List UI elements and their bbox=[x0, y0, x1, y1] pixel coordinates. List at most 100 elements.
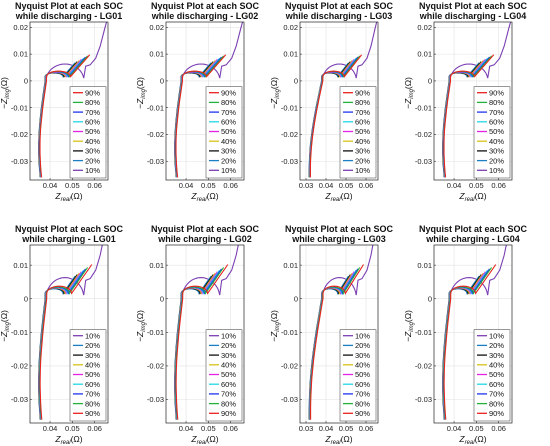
x-tick-label: 0.06 bbox=[359, 181, 374, 190]
x-tick-label: 0.04 bbox=[447, 424, 462, 433]
x-axis-label: Zreal(Ω) bbox=[324, 434, 352, 446]
legend: 90%80%70%60%50%40%30%20%10% bbox=[69, 86, 107, 179]
legend-label: 60% bbox=[221, 118, 236, 127]
series-group bbox=[38, 22, 108, 178]
legend: 10%20%30%40%50%60%70%80%90% bbox=[69, 329, 107, 422]
chart-subtitle: while charging - LG04 bbox=[425, 234, 520, 244]
y-tick-label: 0 bbox=[428, 77, 432, 86]
legend-box bbox=[473, 86, 511, 179]
legend-label: 50% bbox=[489, 370, 504, 379]
legend-label: 90% bbox=[85, 409, 100, 418]
chart-title: Nyquist Plot at each SOC bbox=[285, 224, 394, 234]
legend-label: 20% bbox=[355, 341, 370, 350]
legend-label: 60% bbox=[85, 380, 100, 389]
y-axis-label: −Zimg(Ω) bbox=[269, 77, 281, 109]
legend-label: 80% bbox=[355, 98, 370, 107]
y-tick-label: 0.01 bbox=[13, 50, 28, 59]
legend-label: 30% bbox=[355, 147, 370, 156]
chart-title: Nyquist Plot at each SOC bbox=[15, 224, 124, 234]
chart-panel-5: 0.04 0.05 0.06 0.01 0 -0.01 -0.02 -0.03 10%20%30… bbox=[0, 224, 124, 446]
legend-label: 10% bbox=[489, 166, 504, 175]
legend-label: 90% bbox=[221, 409, 236, 418]
legend-label: 40% bbox=[85, 137, 100, 146]
legend-label: 70% bbox=[221, 108, 236, 117]
legend-label: 10% bbox=[221, 331, 236, 340]
legend-label: 90% bbox=[85, 88, 100, 97]
x-tick-label: 0.05 bbox=[469, 424, 484, 433]
x-tick-label: 0.05 bbox=[201, 424, 216, 433]
axes-frame bbox=[29, 244, 109, 424]
x-tick-label: 0.06 bbox=[491, 424, 506, 433]
y-tick-label: 0.02 bbox=[417, 23, 432, 32]
x-tick-label: 0.04 bbox=[447, 181, 462, 190]
legend-label: 40% bbox=[355, 137, 370, 146]
legend-label: 80% bbox=[489, 98, 504, 107]
chart-panel-1: 0.04 0.05 0.06 0.02 0.01 0 -0.01 -0.02 -0.03 90%8… bbox=[0, 1, 124, 203]
axes-frame bbox=[433, 21, 513, 181]
y-tick-label: 0.02 bbox=[13, 23, 28, 32]
y-axis-label: −Zimg(Ω) bbox=[0, 77, 11, 109]
legend-label: 90% bbox=[355, 88, 370, 97]
y-tick-label: -0.02 bbox=[415, 362, 432, 371]
y-tick-label: 0 bbox=[428, 294, 432, 303]
legend: 10%20%30%40%50%60%70%80%90% bbox=[339, 329, 377, 422]
y-tick-label: 0.01 bbox=[283, 50, 298, 59]
chart-panel-6: 0.04 0.05 0.06 0.01 0 -0.01 -0.02 -0.03 10%20%30… bbox=[135, 224, 260, 446]
legend-label: 10% bbox=[355, 331, 370, 340]
x-tick-label: 0.06 bbox=[223, 181, 238, 190]
legend-label: 70% bbox=[489, 390, 504, 399]
y-tick-label: -0.02 bbox=[281, 362, 298, 371]
chart-title: Nyquist Plot at each SOC bbox=[151, 1, 260, 11]
series-line-90pct bbox=[39, 54, 91, 178]
chart-subtitle: while discharging - LG03 bbox=[285, 11, 393, 21]
legend-label: 90% bbox=[489, 409, 504, 418]
y-axis-label: −Zimg(Ω) bbox=[403, 77, 415, 109]
legend-label: 10% bbox=[85, 331, 100, 340]
series-group bbox=[174, 245, 239, 420]
y-tick-label: -0.01 bbox=[281, 328, 298, 337]
y-axis-label: −Zimg(Ω) bbox=[0, 310, 11, 342]
x-tick-label: 0.06 bbox=[87, 424, 102, 433]
y-tick-label: 0 bbox=[160, 294, 164, 303]
legend-label: 30% bbox=[489, 351, 504, 360]
y-tick-label: -0.01 bbox=[415, 103, 432, 112]
legend-label: 30% bbox=[85, 147, 100, 156]
series-line-90pct bbox=[443, 264, 497, 420]
x-tick-label: 0.05 bbox=[201, 181, 216, 190]
x-tick-label: 0.04 bbox=[179, 424, 194, 433]
legend: 90%80%70%60%50%40%30%20%10% bbox=[205, 86, 243, 179]
legend-label: 60% bbox=[355, 118, 370, 127]
x-tick-label: 0.05 bbox=[339, 424, 354, 433]
x-axis-label: Zreal(Ω) bbox=[458, 434, 486, 446]
legend-label: 20% bbox=[355, 156, 370, 165]
y-tick-label: -0.02 bbox=[11, 130, 28, 139]
chart-subtitle: while discharging - LG02 bbox=[151, 11, 259, 21]
legend-label: 50% bbox=[221, 370, 236, 379]
series-group bbox=[442, 22, 512, 178]
x-axis-label: Zreal(Ω) bbox=[54, 434, 82, 446]
y-tick-label: -0.01 bbox=[147, 103, 164, 112]
y-tick-label: 0.02 bbox=[283, 23, 298, 32]
y-tick-label: -0.01 bbox=[147, 328, 164, 337]
legend-label: 20% bbox=[85, 156, 100, 165]
legend-label: 90% bbox=[489, 88, 504, 97]
legend-label: 40% bbox=[355, 361, 370, 370]
chart-subtitle: while charging - LG01 bbox=[21, 234, 116, 244]
x-tick-label: 0.06 bbox=[223, 424, 238, 433]
legend-label: 10% bbox=[85, 166, 100, 175]
x-axis-label: Zreal(Ω) bbox=[190, 434, 218, 446]
legend-label: 60% bbox=[489, 118, 504, 127]
series-line-90pct bbox=[175, 264, 229, 420]
legend-label: 50% bbox=[355, 370, 370, 379]
legend-label: 20% bbox=[489, 341, 504, 350]
x-axis-label: Zreal(Ω) bbox=[458, 191, 486, 203]
series-group bbox=[308, 22, 378, 178]
x-tick-label: 0.06 bbox=[359, 424, 374, 433]
legend-label: 70% bbox=[355, 108, 370, 117]
series-line-90pct bbox=[175, 54, 227, 178]
chart-title: Nyquist Plot at each SOC bbox=[285, 1, 394, 11]
legend-label: 30% bbox=[221, 147, 236, 156]
y-axis-label: −Zimg(Ω) bbox=[269, 310, 281, 342]
chart-subtitle: while charging - LG03 bbox=[291, 234, 386, 244]
